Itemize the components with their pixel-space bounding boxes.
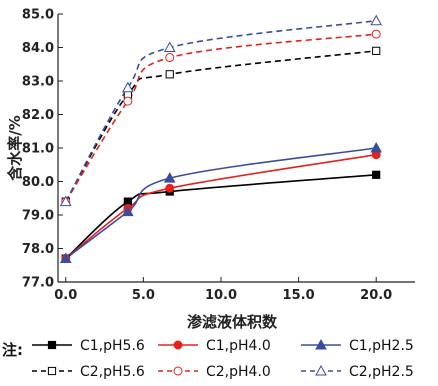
legend-marker (173, 366, 183, 376)
data-point (165, 53, 175, 63)
data-point (165, 183, 175, 193)
data-point (370, 141, 383, 153)
data-point (59, 195, 72, 207)
data-point (121, 205, 134, 217)
y-tick-label: 83.0 (22, 75, 54, 90)
x-tick-label: 0.0 (54, 288, 77, 303)
series-line (65, 19, 377, 202)
data-point (165, 70, 174, 79)
legend-marker (315, 338, 327, 350)
x-axis-label: 渗滤液体积数 (187, 313, 278, 331)
y-tick-label: 85.0 (22, 8, 54, 23)
legend-label: C1,pH4.0 (206, 338, 271, 354)
data-point (372, 170, 381, 179)
legend-marker (47, 366, 57, 376)
series-line (65, 174, 377, 260)
x-tick-label: 10.0 (205, 288, 237, 303)
legend-label: C2,pH2.5 (349, 364, 414, 380)
data-point (163, 172, 176, 183)
data-point (163, 41, 176, 52)
y-tick-label: 82.0 (22, 108, 54, 123)
legend-label: C1,pH5.6 (80, 338, 145, 354)
legend-label: C2,pH4.0 (206, 364, 271, 380)
data-point (123, 96, 133, 106)
legend-marker (173, 340, 183, 350)
series-layer (65, 19, 377, 260)
series-line (65, 153, 377, 260)
data-point (59, 252, 72, 264)
data-point (371, 29, 381, 39)
axes: 77.0 78.0 79.0 80.0 81.0 82.0 83.0 84.0 85.0 0.0 5… (22, 8, 415, 303)
x-tick-label: 20.0 (360, 288, 392, 303)
legend-marker (315, 364, 327, 376)
y-axis-label: 含水率/% (6, 115, 24, 181)
data-point (370, 14, 383, 26)
y-tick-label: 78.0 (22, 242, 54, 257)
data-point (372, 46, 381, 55)
y-tick-label: 77.0 (22, 276, 54, 291)
y-tick-label: 79.0 (22, 209, 54, 224)
series-line (65, 33, 377, 203)
series-line (65, 50, 377, 203)
marker-layer (59, 14, 383, 264)
x-tick-label: 5.0 (132, 288, 155, 303)
data-point (121, 81, 134, 93)
x-tick-label: 15.0 (283, 288, 315, 303)
y-tick-label: 80.0 (22, 175, 54, 190)
y-tick-label: 84.0 (22, 41, 54, 56)
series-line (65, 147, 377, 260)
legend-marker (47, 340, 57, 350)
legend: 注: C1,pH5.6 C1,pH4.0 C1,pH2.5 C2,pH5.6 C2,pH… (2, 338, 414, 380)
legend-label: C2,pH5.6 (80, 364, 145, 380)
legend-label: C1,pH2.5 (349, 338, 414, 354)
legend-note: 注: (2, 341, 23, 359)
y-tick-label: 81.0 (22, 142, 54, 157)
